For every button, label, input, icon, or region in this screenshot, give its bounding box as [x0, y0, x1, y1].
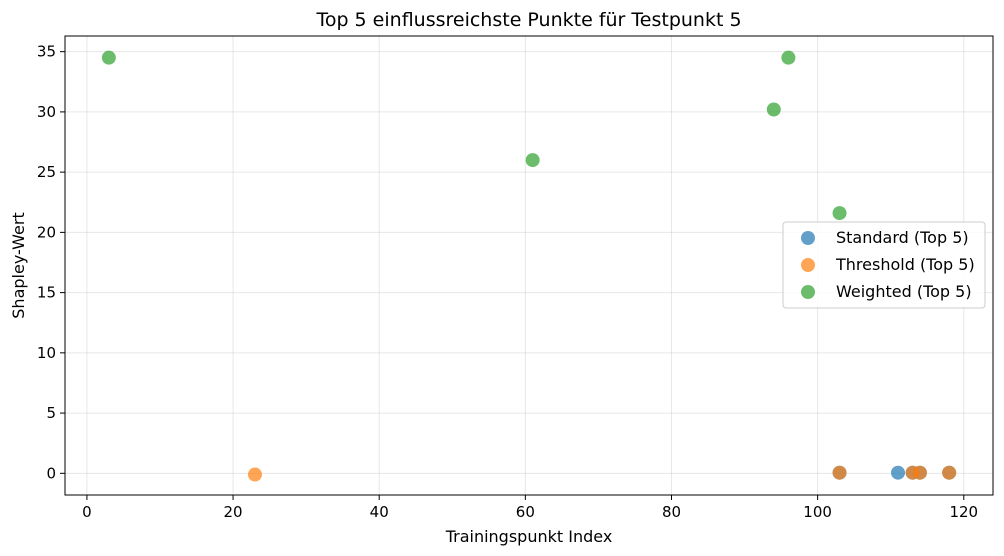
plot-frame: [64, 35, 994, 496]
y-tick-label: 20: [37, 223, 56, 241]
scatter-point: [832, 465, 847, 480]
x-tick-label: 60: [516, 503, 535, 521]
x-axis-title: Trainingspunkt Index: [445, 527, 613, 546]
x-tick-label: 20: [224, 503, 243, 521]
legend-label: Weighted (Top 5): [836, 282, 972, 301]
axis-ticks: 0 20 40 60 80 100 120 0 5 10 15 20 25 30 35: [37, 43, 978, 521]
legend-label: Standard (Top 5): [836, 228, 969, 247]
y-tick-label: 0: [46, 464, 56, 482]
chart-title: Top 5 einflussreichste Punkte für Testpu…: [315, 9, 741, 31]
legend-marker: [801, 258, 815, 272]
y-tick-label: 10: [37, 344, 56, 362]
legend-marker: [801, 231, 815, 245]
legend-label: Threshold (Top 5): [835, 255, 975, 274]
y-tick-label: 35: [37, 43, 56, 61]
scatter-point: [101, 50, 116, 65]
scatter-point: [525, 153, 540, 168]
legend-box: [782, 221, 986, 309]
scatter-point: [891, 465, 906, 480]
y-tick-label: 15: [37, 284, 56, 302]
scatter-point: [247, 467, 262, 482]
scatter-point: [942, 465, 957, 480]
scatter-point: [766, 102, 781, 117]
data-points: [101, 50, 957, 482]
x-tick-label: 0: [82, 503, 92, 521]
legend-marker: [801, 285, 815, 299]
x-tick-label: 120: [949, 503, 978, 521]
x-tick-label: 40: [370, 503, 389, 521]
x-tick-label: 100: [803, 503, 832, 521]
scatter-point: [912, 465, 927, 480]
x-tick-label: 80: [662, 503, 681, 521]
y-axis-title: Shapley-Wert: [9, 212, 28, 318]
y-tick-label: 5: [46, 404, 56, 422]
scatter-point: [781, 50, 796, 65]
y-tick-label: 25: [37, 163, 56, 181]
scatter-point: [832, 206, 847, 221]
y-tick-label: 30: [37, 103, 56, 121]
legend: Standard (Top 5) Threshold (Top 5) Weighte…: [782, 221, 986, 309]
